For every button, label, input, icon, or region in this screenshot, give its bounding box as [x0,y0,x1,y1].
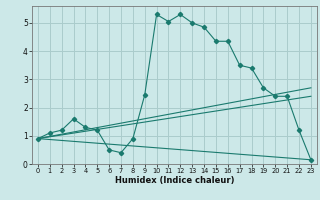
X-axis label: Humidex (Indice chaleur): Humidex (Indice chaleur) [115,176,234,185]
